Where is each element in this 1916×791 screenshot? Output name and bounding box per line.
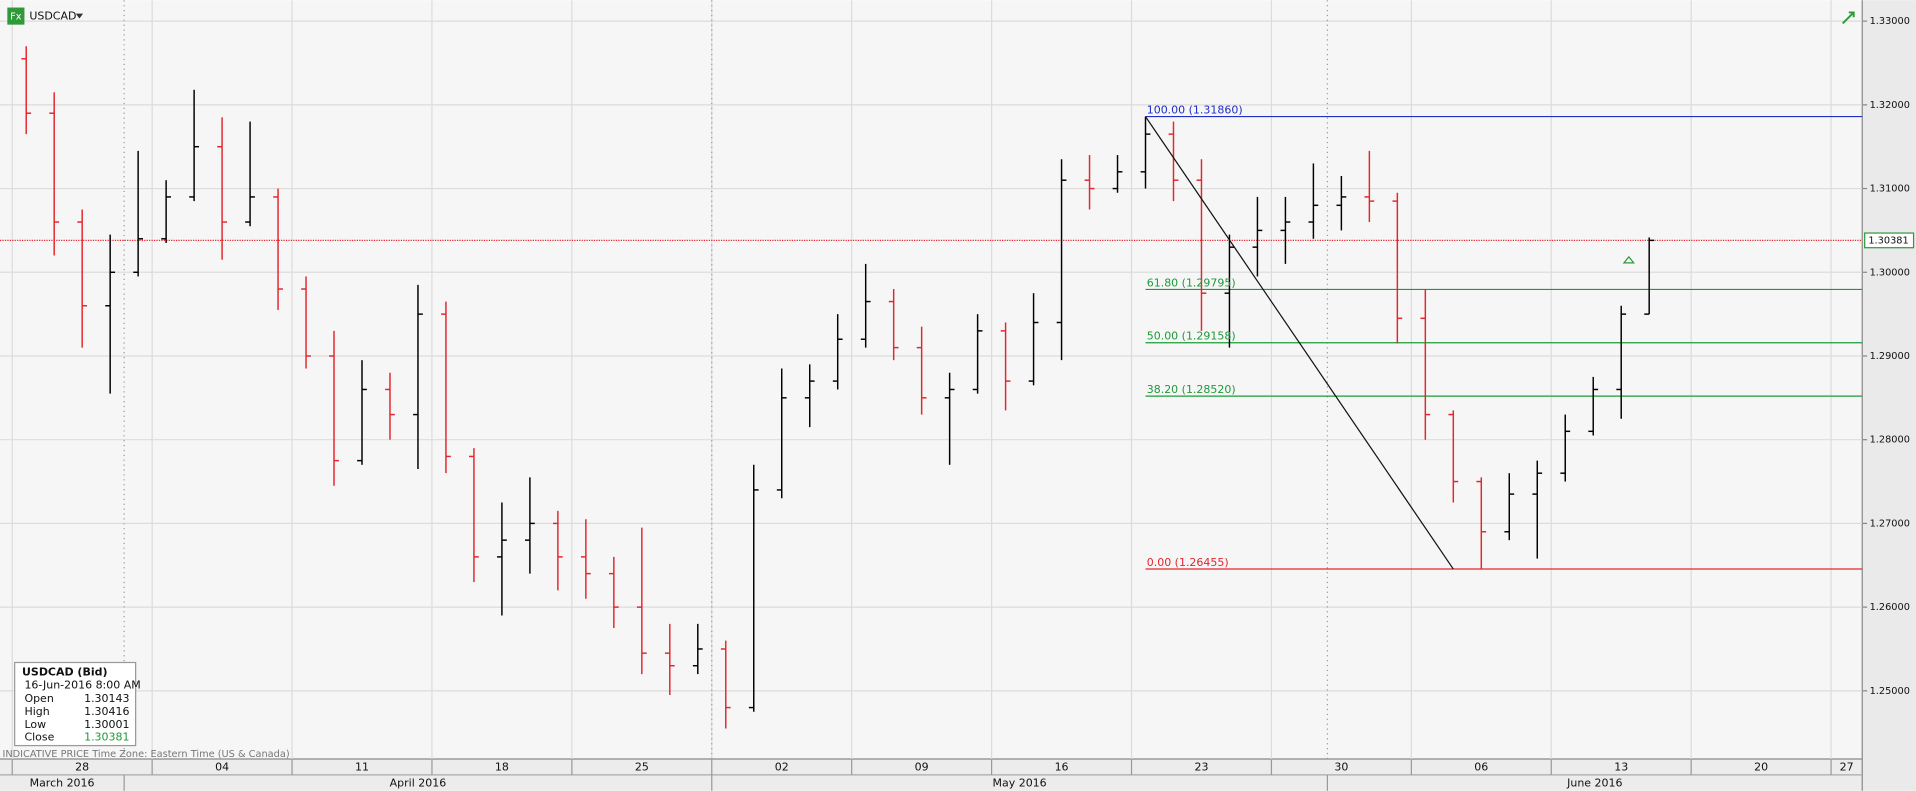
fx-icon	[7, 7, 25, 25]
fib-label: 0.00 (1.26455)	[1147, 556, 1229, 569]
fib-label: 38.20 (1.28520)	[1147, 383, 1236, 396]
fib-label: 61.80 (1.29795)	[1147, 276, 1236, 289]
last-price-box	[1864, 232, 1915, 249]
y-tick-label: 1.33000	[1870, 16, 1910, 27]
x-tick-label: 30	[1334, 761, 1348, 774]
info-label: Close	[24, 731, 54, 744]
info-rows: Open 1.30143 High 1.30416 Low 1.30001 Close 1.3…	[24, 692, 129, 743]
x-tick-label: 11	[355, 761, 369, 774]
info-value: 1.30143	[84, 692, 129, 705]
y-tick-label: 1.27000	[1870, 518, 1910, 529]
x-tick-label: 28	[75, 761, 89, 774]
info-label: Low	[24, 718, 46, 731]
dropdown-arrow[interactable]	[75, 13, 84, 19]
x-tick-label: 13	[1614, 761, 1628, 774]
month-label: April 2016	[390, 776, 447, 789]
month-label: June 2016	[1566, 776, 1622, 789]
footer: INDICATIVE PRICE Time Zone: Eastern Time…	[2, 749, 289, 760]
x-tick-label: 09	[915, 761, 929, 774]
labels: 1.25000 1.26000 1.27000 1.28000 1.29000 1.300…	[30, 16, 1915, 789]
x-tick-label: 25	[635, 761, 649, 774]
x-tick-label: 06	[1474, 761, 1488, 774]
fib-label: 100.00 (1.31860)	[1147, 103, 1243, 116]
y-tick-label: 1.29000	[1870, 351, 1910, 362]
symbol-title[interactable]: USDCAD	[29, 10, 76, 23]
fib-label: 50.00 (1.29158)	[1147, 330, 1236, 343]
x-tick-label: 16	[1055, 761, 1069, 774]
y-tick-label: 1.26000	[1870, 602, 1910, 613]
y-tick-label: 1.31000	[1870, 184, 1910, 195]
x-tick-label: 02	[775, 761, 789, 774]
month-label: May 2016	[993, 776, 1047, 789]
trendline	[1145, 116, 1454, 570]
last-price-label: 1.30381	[1868, 235, 1908, 246]
info-value: 1.30001	[84, 718, 129, 731]
info-label: High	[24, 705, 49, 718]
info-label: Open	[24, 692, 53, 705]
y-axis-area	[1862, 0, 1916, 791]
plot-area	[0, 0, 1862, 759]
info-value: 1.30416	[84, 705, 129, 718]
y-tick-label: 1.25000	[1870, 686, 1910, 697]
fx-icon-text: Fx	[10, 12, 22, 23]
x-tick-label: 23	[1194, 761, 1208, 774]
y-tick-label: 1.32000	[1870, 100, 1910, 111]
alert-marker	[1622, 255, 1636, 264]
month-label: March 2016	[30, 776, 95, 789]
x-tick-label: 20	[1754, 761, 1768, 774]
info-value: 1.30381	[84, 731, 129, 744]
x-tick-label: 18	[495, 761, 509, 774]
grid	[0, 0, 1868, 791]
y-tick-label: 1.30000	[1870, 267, 1910, 278]
info-title: USDCAD (Bid)	[22, 665, 108, 678]
x-tick-label: 27	[1840, 761, 1854, 774]
x-tick-label: 04	[215, 761, 229, 774]
info-box-frame	[14, 661, 137, 747]
trend-icon[interactable]	[1841, 11, 1855, 25]
y-tick-label: 1.28000	[1870, 435, 1910, 446]
info-box: USDCAD (Bid) 16-Jun-2016 8:00 AM Open 1.3…	[14, 661, 141, 747]
info-time: 16-Jun-2016 8:00 AM	[24, 679, 140, 692]
